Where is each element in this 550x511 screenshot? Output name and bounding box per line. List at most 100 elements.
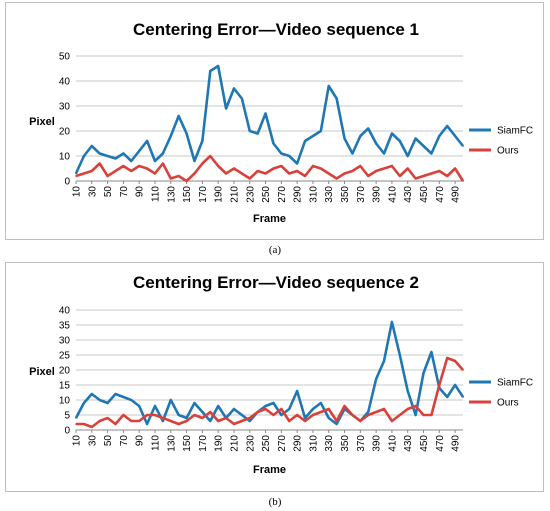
data-point xyxy=(209,155,212,157)
data-point xyxy=(462,180,464,182)
data-point xyxy=(391,321,393,323)
x-tick-label: 50 xyxy=(103,186,114,198)
data-point xyxy=(122,396,125,398)
data-point xyxy=(375,411,377,413)
data-point xyxy=(90,170,93,172)
data-point xyxy=(233,167,235,170)
data-point xyxy=(454,167,456,170)
x-tick-label: 190 xyxy=(214,186,225,203)
x-axis-label: Frame xyxy=(253,464,286,476)
x-tick-label: 150 xyxy=(182,435,193,452)
data-point xyxy=(256,132,259,135)
data-point xyxy=(406,155,409,157)
data-point xyxy=(130,160,133,162)
data-point xyxy=(422,175,425,177)
legend-label-siamfc: SiamFC xyxy=(497,378,533,389)
data-point xyxy=(367,411,370,413)
data-point xyxy=(272,414,275,416)
data-point xyxy=(177,175,180,177)
data-point xyxy=(430,351,433,353)
data-point xyxy=(414,414,417,416)
data-point xyxy=(201,417,204,419)
y-axis-label: Pixel xyxy=(29,116,55,128)
data-point xyxy=(304,175,306,177)
data-point xyxy=(201,162,204,165)
data-point xyxy=(248,130,251,132)
chart-sequence-1: Centering Error—Video sequence 101020304… xyxy=(29,20,533,225)
data-point xyxy=(114,170,117,172)
data-point xyxy=(375,142,377,145)
x-tick-label: 350 xyxy=(340,186,351,203)
data-point xyxy=(209,411,212,413)
data-point xyxy=(201,140,204,142)
data-point xyxy=(146,423,148,425)
x-tick-label: 450 xyxy=(419,435,430,452)
y-tick-label: 25 xyxy=(59,351,71,362)
data-point xyxy=(383,408,385,410)
data-point xyxy=(288,155,291,157)
x-tick-label: 170 xyxy=(198,435,209,452)
data-point xyxy=(185,417,188,419)
data-point xyxy=(296,390,298,392)
data-point xyxy=(217,65,219,67)
data-point xyxy=(256,170,259,172)
data-point xyxy=(422,372,425,374)
data-point xyxy=(327,172,330,175)
data-point xyxy=(264,112,267,115)
data-point xyxy=(83,402,85,404)
data-point xyxy=(414,405,417,407)
data-point xyxy=(383,360,385,362)
x-tick-label: 330 xyxy=(324,435,335,452)
data-point xyxy=(154,405,156,407)
y-tick-label: 40 xyxy=(59,306,71,317)
data-point xyxy=(217,405,219,407)
x-tick-label: 250 xyxy=(261,435,272,452)
data-point xyxy=(241,420,243,422)
x-tick-label: 270 xyxy=(277,186,288,203)
legend-label-ours: Ours xyxy=(497,398,519,409)
data-point xyxy=(280,165,283,167)
x-tick-label: 10 xyxy=(72,435,83,447)
x-tick-label: 430 xyxy=(403,186,414,203)
data-point xyxy=(272,167,275,170)
data-point xyxy=(406,408,409,410)
data-point xyxy=(446,357,449,359)
series-ours xyxy=(75,356,464,429)
data-point xyxy=(454,384,456,386)
data-point xyxy=(75,417,77,419)
y-tick-label: 10 xyxy=(59,396,71,407)
data-point xyxy=(391,132,393,135)
y-tick-label: 30 xyxy=(59,336,71,347)
data-point xyxy=(454,360,456,362)
data-point xyxy=(241,97,243,100)
x-tick-label: 90 xyxy=(135,186,146,198)
x-tick-label: 90 xyxy=(135,435,146,447)
data-point xyxy=(248,420,251,422)
data-point xyxy=(320,402,322,404)
data-point xyxy=(75,175,77,177)
data-point xyxy=(367,127,370,130)
data-point xyxy=(454,135,456,137)
data-point xyxy=(106,417,109,419)
data-point xyxy=(83,155,85,157)
data-point xyxy=(359,420,362,422)
data-point xyxy=(162,162,164,165)
x-tick-label: 170 xyxy=(198,186,209,203)
series-line-siamfc xyxy=(74,320,465,426)
data-point xyxy=(320,130,322,132)
data-point xyxy=(359,135,362,137)
data-point xyxy=(335,420,338,422)
data-point xyxy=(98,420,101,422)
data-point xyxy=(122,165,125,167)
data-point xyxy=(343,172,346,175)
x-tick-label: 490 xyxy=(451,186,462,203)
x-tick-label: 130 xyxy=(166,435,177,452)
data-point xyxy=(414,177,417,180)
x-tick-label: 70 xyxy=(119,435,130,447)
data-point xyxy=(327,417,330,419)
data-point xyxy=(106,155,109,157)
x-tick-label: 290 xyxy=(293,186,304,203)
data-point xyxy=(375,378,377,380)
y-tick-label: 0 xyxy=(64,177,70,188)
data-point xyxy=(343,405,346,407)
